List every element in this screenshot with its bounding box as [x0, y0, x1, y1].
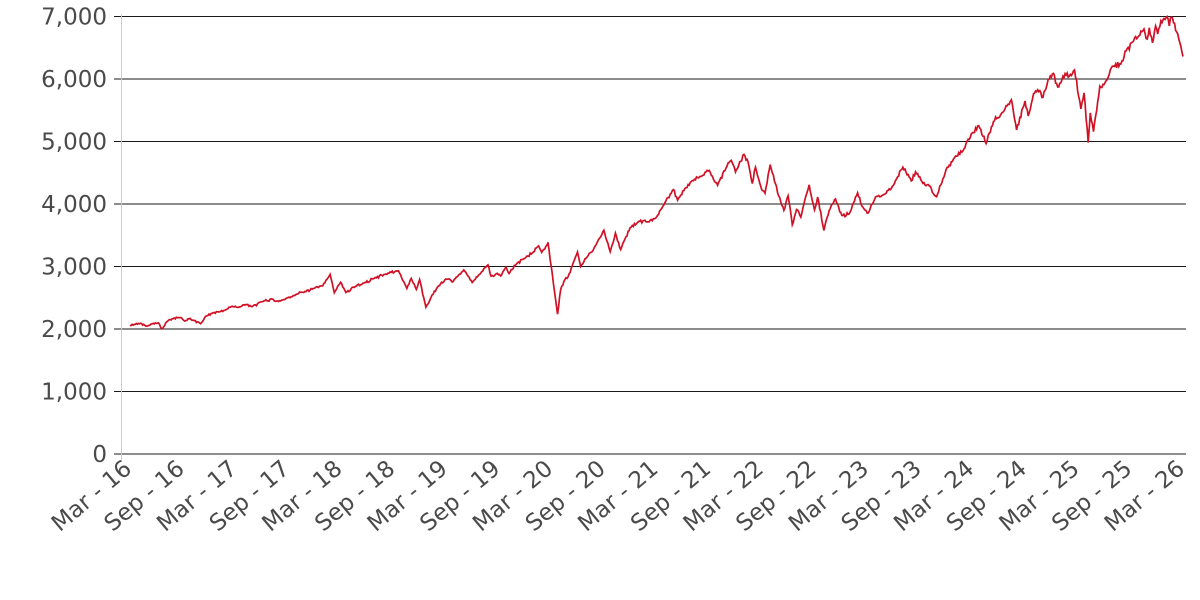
gridlines-layer: [114, 16, 1186, 455]
y-tick-label: 0: [92, 442, 107, 468]
y-tick-label: 4,000: [41, 192, 107, 218]
y-tick-label: 5,000: [41, 130, 107, 156]
y-tick-labels-layer: 0 1,000 2,000 3,000 4,000 5,000 6,000 7,000: [41, 5, 107, 469]
price-line-series: [129, 15, 1184, 331]
y-tick-label: 2,000: [41, 317, 107, 343]
y-tick-label: 6,000: [41, 67, 107, 93]
series-layer: [129, 15, 1184, 331]
y-tick-label: 3,000: [41, 255, 107, 281]
y-tick-label: 1,000: [41, 380, 107, 406]
y-tick-label: 7,000: [41, 5, 107, 31]
